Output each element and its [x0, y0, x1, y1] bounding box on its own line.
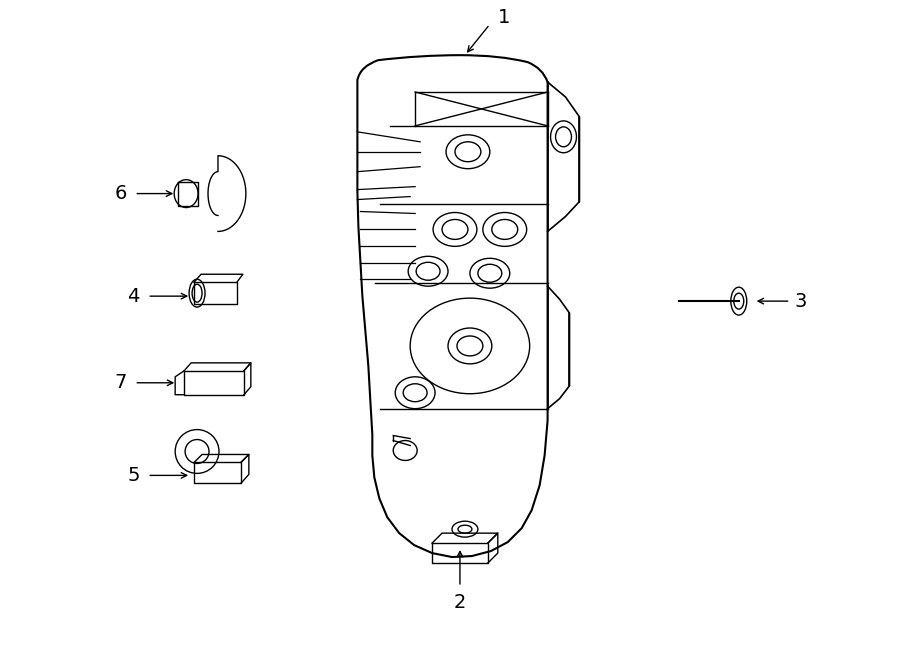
Text: 5: 5: [127, 466, 140, 485]
Text: 4: 4: [127, 287, 140, 305]
Text: 6: 6: [114, 184, 127, 203]
Text: 7: 7: [114, 373, 127, 392]
Text: 1: 1: [498, 8, 510, 27]
Text: 2: 2: [454, 594, 466, 612]
Text: 3: 3: [795, 292, 806, 311]
